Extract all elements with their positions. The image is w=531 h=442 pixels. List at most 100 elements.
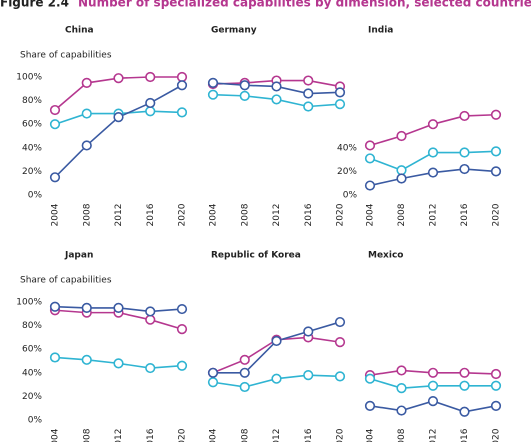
x-tick-label: 2012 [114,204,124,227]
point [271,335,282,347]
point [427,396,439,407]
point [239,367,250,378]
point [145,306,156,317]
point [490,400,502,411]
x-tick-label: 2004 [209,203,219,226]
y-tick-label: 20% [22,392,42,402]
point [207,89,219,100]
x-tick-label: 2016 [146,203,156,226]
x-tick-label: 2012 [429,429,439,442]
y-tick-label: 40% [22,143,42,153]
panel-title: Republic of Korea [211,251,301,261]
y-tick-label: 40% [337,143,357,153]
point [49,104,61,116]
point [145,106,156,117]
point [49,301,61,312]
point [427,167,439,178]
point [145,362,156,374]
point [239,381,250,393]
x-tick-label: 2016 [146,428,156,442]
point [81,302,92,314]
point [364,140,376,151]
point [113,358,124,369]
point [239,80,250,91]
y-tick-label: 80% [22,321,42,331]
x-tick-label: 2016 [304,428,314,442]
point [396,365,407,376]
point [176,324,188,335]
series-line [54,84,183,178]
panel-title: China [65,26,94,36]
x-tick-label: 2012 [114,429,124,442]
point [271,94,282,105]
point [176,71,188,83]
point [396,173,407,184]
point [490,166,502,177]
x-tick-label: 2016 [304,203,314,226]
y-tick-label: 20% [337,167,357,177]
y-tick-label: 100% [16,73,42,83]
point [176,80,188,91]
point [396,165,407,176]
y-tick-label: 0% [28,416,43,426]
point [81,108,92,119]
point [334,371,346,382]
y-axis-label: Share of capabilities [20,51,112,61]
x-tick-label: 2020 [336,203,346,226]
y-axis-label: Share of capabilities [20,276,112,286]
y-tick-label: 40% [22,368,42,378]
x-tick-label: 2012 [272,204,282,227]
x-tick-label: 2008 [82,203,92,226]
point [490,109,502,120]
point [427,119,439,130]
point [113,302,124,314]
panel-title: Japan [64,251,93,261]
point [396,405,407,416]
point [334,99,346,110]
point [303,101,314,112]
x-tick-label: 2004 [209,428,219,442]
figure-title: Number of specialized capabilities by di… [78,0,531,10]
x-tick-label: 2008 [397,428,407,442]
x-tick-label: 2004 [366,428,376,442]
y-tick-label: 100% [16,298,42,308]
point [81,354,92,365]
x-tick-label: 2008 [82,428,92,442]
figure-label: Figure 2.4 [0,0,69,10]
point [490,380,502,391]
y-tick-label: 60% [22,120,42,130]
point [49,172,61,183]
point [271,81,282,92]
y-tick-label: 80% [22,96,42,106]
point [145,71,156,83]
point [81,77,92,88]
point [459,380,470,391]
point [459,147,470,158]
x-tick-label: 2008 [240,428,250,442]
point [459,367,470,378]
x-tick-label: 2008 [240,203,250,226]
panel-title: Mexico [368,251,403,261]
point [176,107,188,118]
point [207,377,219,388]
point [427,367,439,378]
point [396,130,407,142]
point [490,368,502,380]
panel-title: Germany [211,26,257,36]
x-tick-label: 2004 [366,203,376,226]
point [364,153,376,164]
point [49,352,61,363]
point [334,87,346,98]
point [396,383,407,394]
point [113,73,124,84]
point [207,367,219,378]
x-tick-label: 2012 [272,429,282,442]
x-tick-label: 2016 [460,428,470,442]
point [334,337,346,348]
point [364,373,376,384]
point [113,112,124,123]
x-tick-label: 2020 [178,203,188,226]
point [459,163,470,175]
point [176,360,188,371]
